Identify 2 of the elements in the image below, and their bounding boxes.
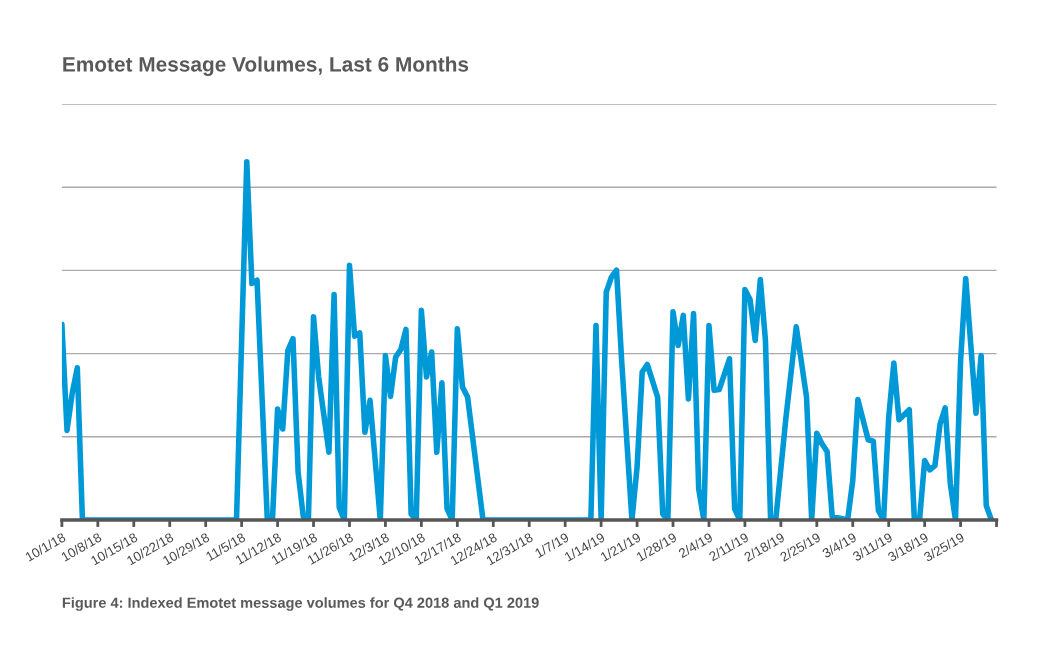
chart-title: Emotet Message Volumes, Last 6 Months [63,56,469,76]
caption: Figure 4: Indexed Emotet message volumes for Q4 2018 and Q1 2019 [62,597,539,611]
